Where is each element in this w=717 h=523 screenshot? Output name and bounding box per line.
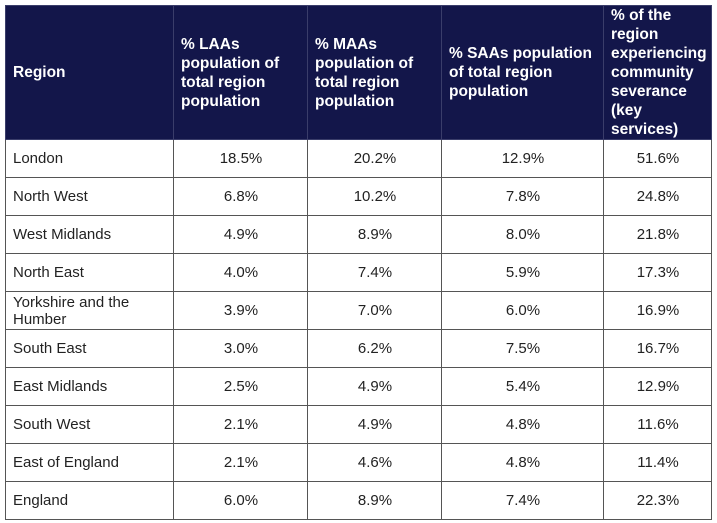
laas-cell: 3.9% xyxy=(173,291,308,330)
header-row: Region % LAAs population of total region… xyxy=(5,5,712,140)
maas-cell: 8.9% xyxy=(307,481,442,520)
severance-cell: 11.6% xyxy=(603,405,712,444)
saas-cell: 4.8% xyxy=(441,405,604,444)
region-cell: West Midlands xyxy=(5,215,174,254)
severance-cell: 21.8% xyxy=(603,215,712,254)
severance-cell: 17.3% xyxy=(603,253,712,292)
laas-cell: 4.9% xyxy=(173,215,308,254)
header-region: Region xyxy=(5,5,174,140)
table-row: South East 3.0% 6.2% 7.5% 16.7% xyxy=(5,329,712,368)
region-cell: Yorkshire and the Humber xyxy=(5,291,174,330)
laas-cell: 18.5% xyxy=(173,139,308,178)
saas-cell: 5.9% xyxy=(441,253,604,292)
region-cell: South West xyxy=(5,405,174,444)
laas-cell: 4.0% xyxy=(173,253,308,292)
table-body: London 18.5% 20.2% 12.9% 51.6% North Wes… xyxy=(5,139,712,520)
table-row: London 18.5% 20.2% 12.9% 51.6% xyxy=(5,139,712,178)
saas-cell: 8.0% xyxy=(441,215,604,254)
severance-cell: 12.9% xyxy=(603,367,712,406)
maas-cell: 10.2% xyxy=(307,177,442,216)
severance-cell: 16.7% xyxy=(603,329,712,368)
saas-cell: 4.8% xyxy=(441,443,604,482)
maas-cell: 4.6% xyxy=(307,443,442,482)
region-severance-table: Region % LAAs population of total region… xyxy=(5,5,712,520)
table-row: Yorkshire and the Humber 3.9% 7.0% 6.0% … xyxy=(5,291,712,330)
region-cell: East Midlands xyxy=(5,367,174,406)
maas-cell: 4.9% xyxy=(307,367,442,406)
table-row: North West 6.8% 10.2% 7.8% 24.8% xyxy=(5,177,712,216)
header-severance: % of the region experiencing community s… xyxy=(603,5,712,140)
saas-cell: 7.5% xyxy=(441,329,604,368)
saas-cell: 12.9% xyxy=(441,139,604,178)
saas-cell: 7.4% xyxy=(441,481,604,520)
laas-cell: 6.0% xyxy=(173,481,308,520)
laas-cell: 2.5% xyxy=(173,367,308,406)
region-cell: North West xyxy=(5,177,174,216)
maas-cell: 8.9% xyxy=(307,215,442,254)
table-row: South West 2.1% 4.9% 4.8% 11.6% xyxy=(5,405,712,444)
table-row: East of England 2.1% 4.6% 4.8% 11.4% xyxy=(5,443,712,482)
region-cell: North East xyxy=(5,253,174,292)
saas-cell: 6.0% xyxy=(441,291,604,330)
laas-cell: 6.8% xyxy=(173,177,308,216)
region-cell: South East xyxy=(5,329,174,368)
table-row: England 6.0% 8.9% 7.4% 22.3% xyxy=(5,481,712,520)
maas-cell: 20.2% xyxy=(307,139,442,178)
region-cell: East of England xyxy=(5,443,174,482)
maas-cell: 7.4% xyxy=(307,253,442,292)
saas-cell: 5.4% xyxy=(441,367,604,406)
maas-cell: 6.2% xyxy=(307,329,442,368)
table-row: East Midlands 2.5% 4.9% 5.4% 12.9% xyxy=(5,367,712,406)
maas-cell: 7.0% xyxy=(307,291,442,330)
severance-cell: 51.6% xyxy=(603,139,712,178)
table-header: Region % LAAs population of total region… xyxy=(5,5,712,140)
severance-cell: 22.3% xyxy=(603,481,712,520)
header-laas: % LAAs population of total region popula… xyxy=(173,5,308,140)
region-cell: London xyxy=(5,139,174,178)
table-row: North East 4.0% 7.4% 5.9% 17.3% xyxy=(5,253,712,292)
table-row: West Midlands 4.9% 8.9% 8.0% 21.8% xyxy=(5,215,712,254)
header-saas: % SAAs population of total region popula… xyxy=(441,5,604,140)
severance-cell: 11.4% xyxy=(603,443,712,482)
header-maas: % MAAs population of total region popula… xyxy=(307,5,442,140)
maas-cell: 4.9% xyxy=(307,405,442,444)
table-container: Region % LAAs population of total region… xyxy=(5,5,712,520)
saas-cell: 7.8% xyxy=(441,177,604,216)
laas-cell: 2.1% xyxy=(173,443,308,482)
severance-cell: 24.8% xyxy=(603,177,712,216)
laas-cell: 2.1% xyxy=(173,405,308,444)
laas-cell: 3.0% xyxy=(173,329,308,368)
severance-cell: 16.9% xyxy=(603,291,712,330)
region-cell: England xyxy=(5,481,174,520)
